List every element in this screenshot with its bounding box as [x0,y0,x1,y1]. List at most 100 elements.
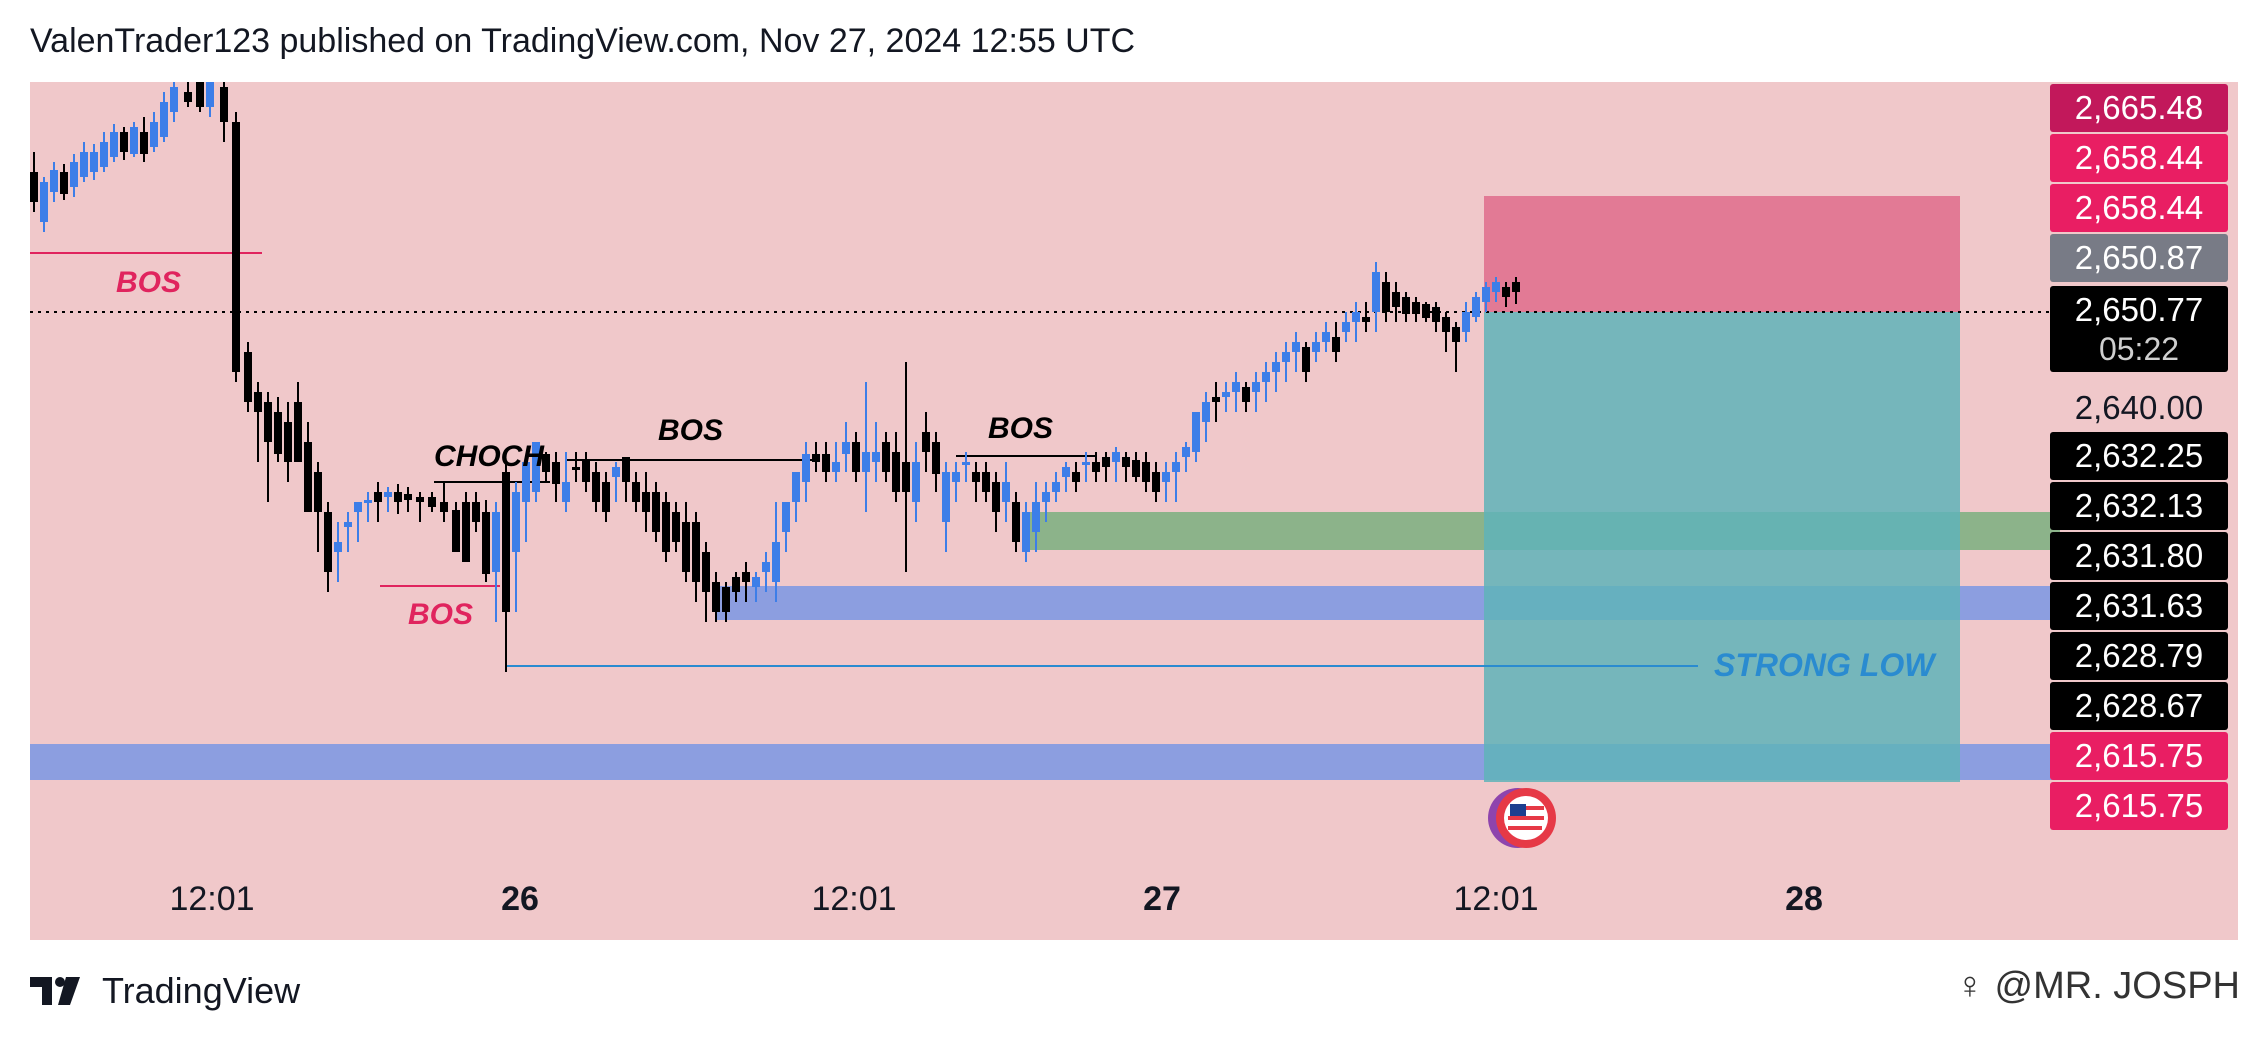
candle [792,472,800,522]
price-label: 2,628.67 [2050,682,2228,730]
candle [852,432,860,482]
candle [1422,302,1430,322]
candle [50,162,58,202]
candle [314,462,322,552]
candle [1212,382,1220,422]
take-profit-zone [1484,312,1960,782]
candle [672,502,680,552]
price-label: 2,632.13 [2050,482,2228,530]
candle [334,522,342,582]
candle [1122,452,1130,482]
candle [1182,442,1190,472]
candle [232,112,240,382]
candle [622,457,630,502]
price-label: 2,658.44 [2050,134,2228,182]
candle [832,442,840,482]
price-chart[interactable]: BOS BOS CHOCH BOS BOS STRONG LOW [30,82,2238,940]
candle [384,487,392,512]
candle [582,452,590,492]
price-label: 2,640.00 [2050,384,2228,432]
candle [284,402,292,482]
price-value: 2,632.25 [2074,437,2204,474]
candle [254,382,262,462]
time-label: 27 [1143,880,1181,918]
candle [1132,452,1140,482]
candle [206,82,214,117]
time-label: 26 [501,880,539,918]
candle [30,152,38,212]
publish-header: ValenTrader123 published on TradingView.… [30,22,1136,60]
candle [872,422,880,482]
candle [472,492,480,532]
candle [1092,452,1100,482]
candle [692,512,700,602]
candle [952,462,960,502]
price-label: 2,650.87 [2050,234,2228,282]
candle [428,492,436,512]
candle [1232,372,1240,412]
bar-countdown: 05:22 [2098,331,2180,367]
candle [912,442,920,522]
candle [1372,262,1380,332]
candle [1322,322,1330,352]
candle [1002,462,1010,522]
price-label: 2,631.80 [2050,532,2228,580]
bos-label-3: BOS [658,414,723,447]
price-value: 2,640.00 [2074,389,2204,426]
candle [1052,472,1060,502]
price-label: 2,658.44 [2050,184,2228,232]
price-value: 2,658.44 [2074,189,2204,226]
candle [1382,272,1390,322]
candle [782,502,790,552]
candle [702,542,710,622]
candle [1162,462,1170,502]
candle [1492,277,1500,302]
time-label: 12:01 [1453,880,1539,918]
watermark-icon: ♀ [1955,965,1984,1007]
price-value: 2,658.44 [2074,139,2204,176]
strong-low-label: STRONG LOW [1714,647,1937,683]
candle [1082,452,1090,482]
candle [1352,302,1360,342]
candle [1292,332,1300,372]
tradingview-logo[interactable]: TradingView [30,970,300,1012]
candle [512,482,520,612]
candle [1452,322,1460,372]
price-value: 2,631.63 [2074,587,2204,624]
candle [842,422,850,472]
candle [632,472,640,512]
candle [712,572,720,622]
price-label: 2,650.77 05:22 [2050,286,2228,372]
candle [404,487,412,512]
candle [294,382,302,462]
candle [1462,302,1470,342]
candle [452,502,460,552]
price-value: 2,628.67 [2074,687,2204,724]
candle [1392,282,1400,322]
candle [892,432,900,502]
candle [752,572,760,602]
candle [1202,392,1210,442]
candle [220,82,228,142]
candle [1282,342,1290,382]
candle [552,452,560,502]
candle [992,472,1000,532]
candle [170,82,178,122]
candle [324,502,332,592]
candle [772,502,780,602]
candle [802,442,810,502]
chart-area[interactable]: BOS BOS CHOCH BOS BOS STRONG LOW 12:01 26… [30,82,2238,940]
bos-label-2: BOS [408,598,473,631]
candle [1072,462,1080,492]
candle [1022,502,1030,562]
candle [972,462,980,502]
candle [722,582,730,622]
bos-label-1: BOS [116,266,181,299]
candle [1152,462,1160,502]
candle [562,452,570,512]
price-label: 2,632.25 [2050,432,2228,480]
tradingview-brand: TradingView [102,970,301,1011]
watermark-text: @MR. JOSPH [1994,965,2240,1007]
candle [1272,352,1280,392]
us-flag-icon[interactable] [1488,788,1556,848]
